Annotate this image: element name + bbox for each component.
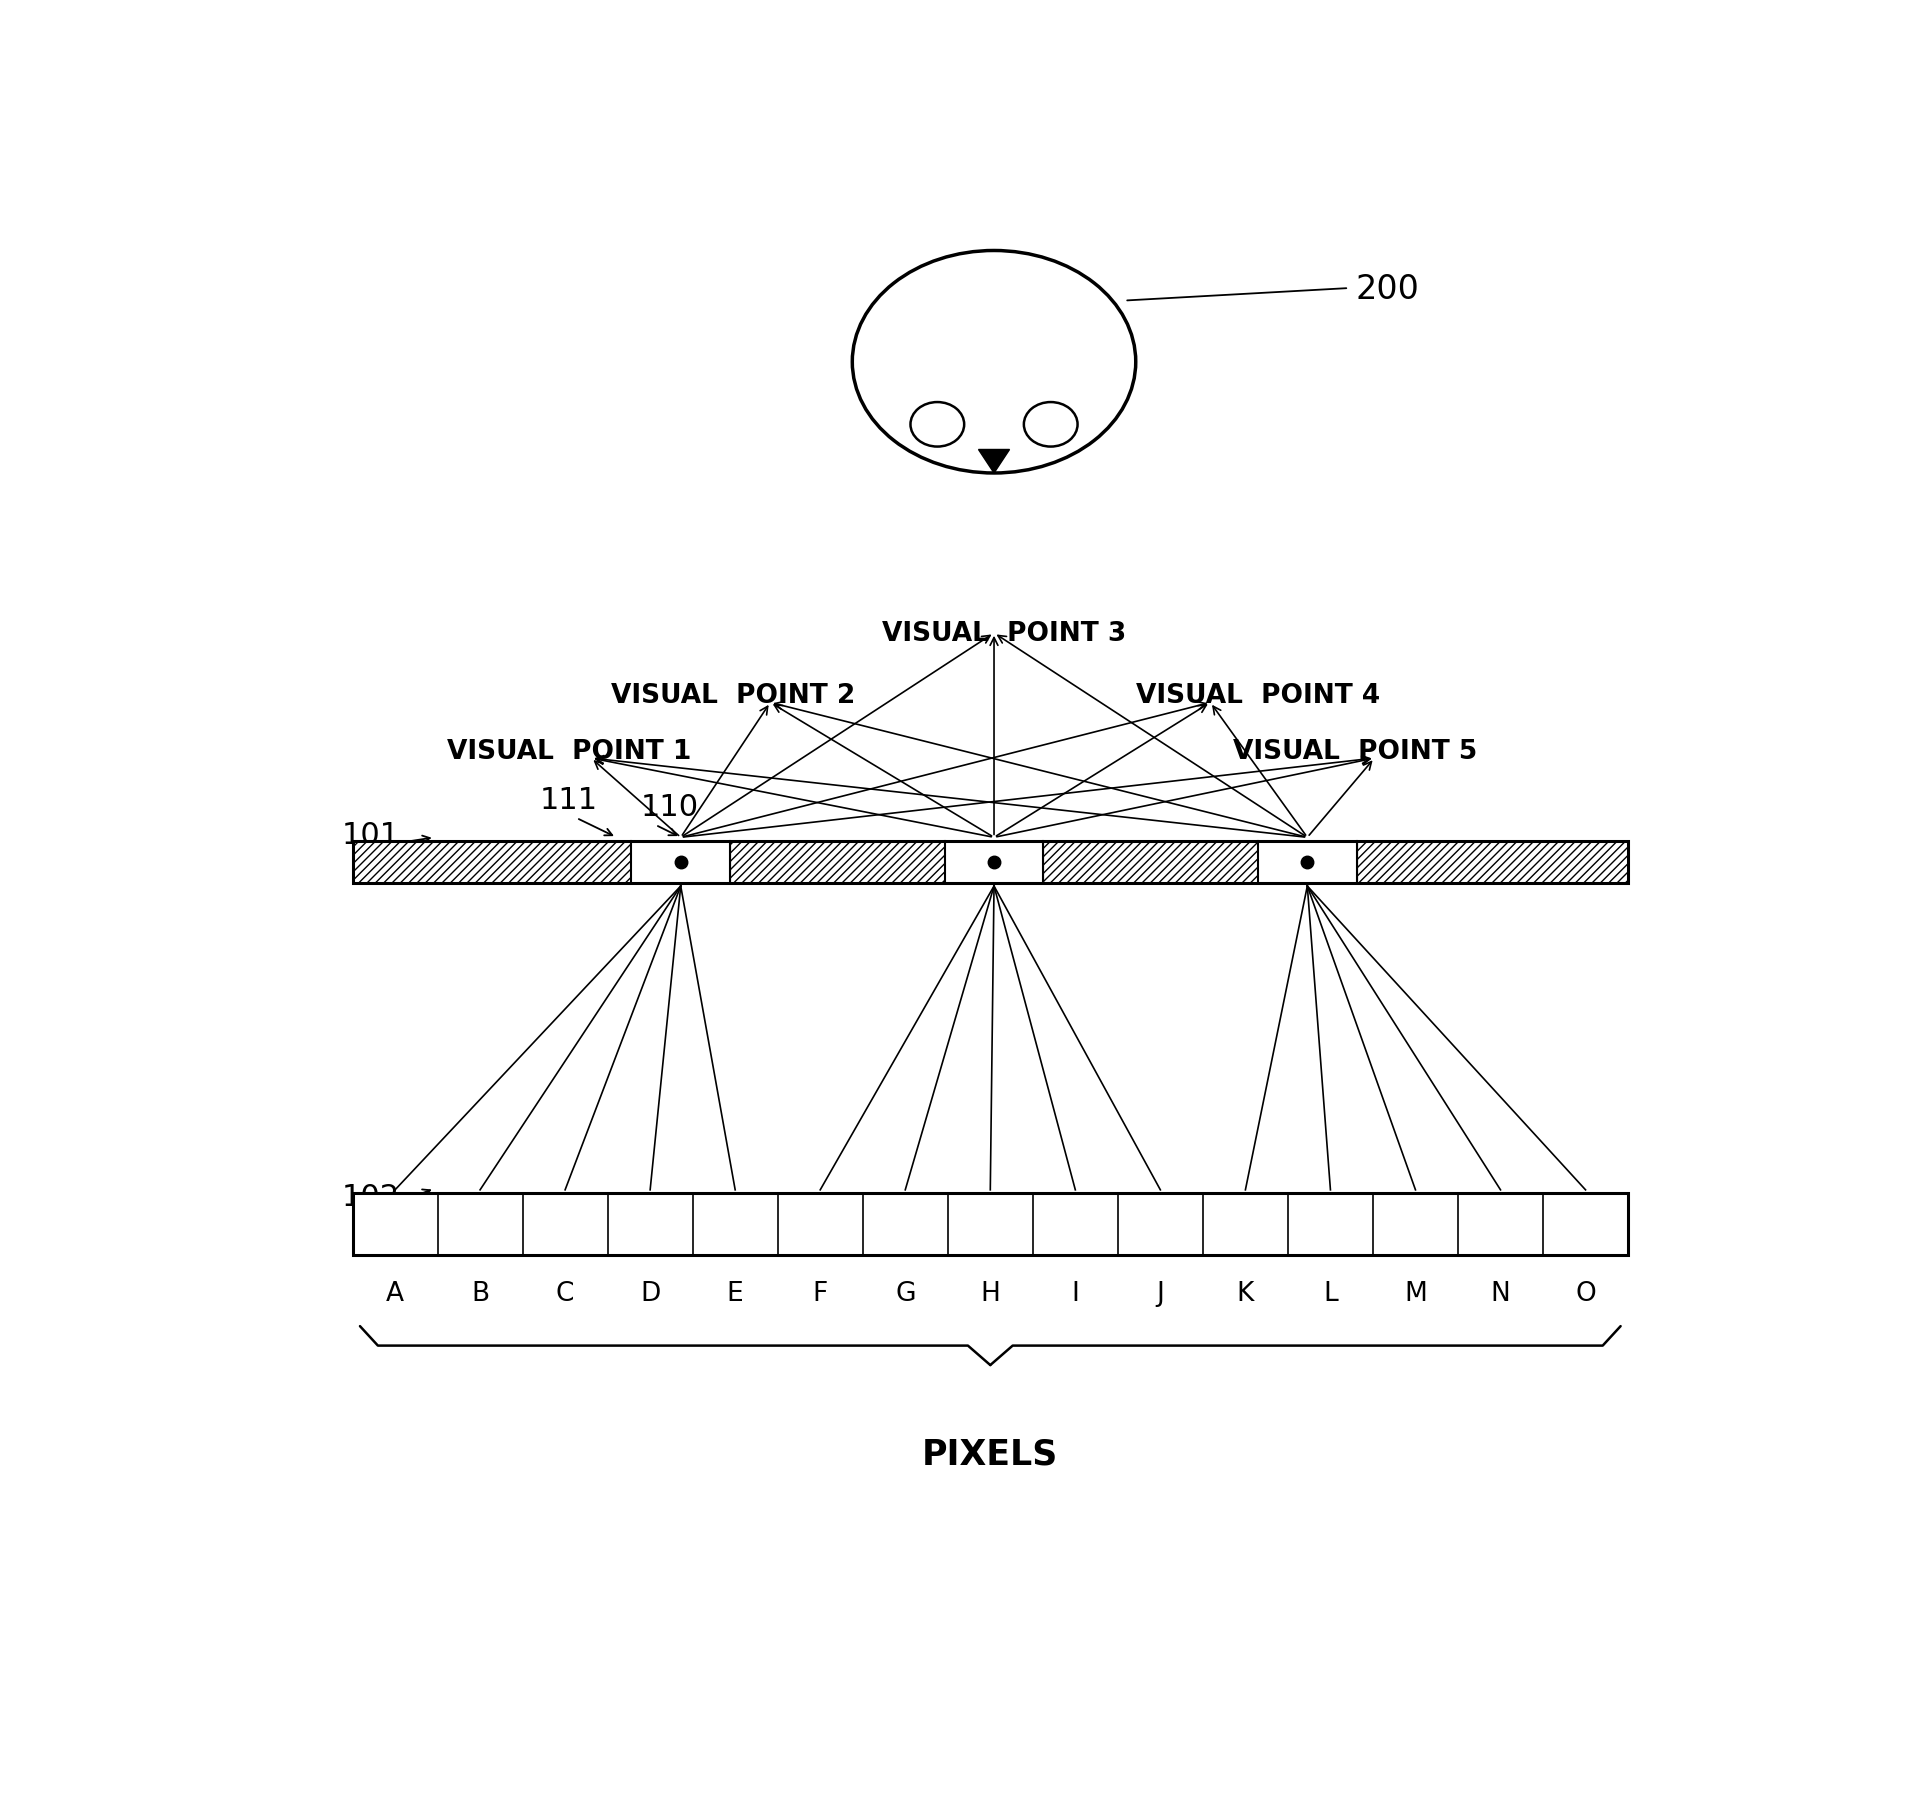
Text: B: B <box>472 1280 489 1307</box>
Text: F: F <box>812 1280 828 1307</box>
Bar <box>352 841 631 884</box>
Text: 200: 200 <box>1355 273 1419 305</box>
Text: 102: 102 <box>343 1182 400 1211</box>
Bar <box>631 841 730 884</box>
Bar <box>1357 841 1629 884</box>
Text: VISUAL  POINT 2: VISUAL POINT 2 <box>610 682 855 709</box>
Text: H: H <box>980 1280 1001 1307</box>
Text: PIXELS: PIXELS <box>922 1437 1059 1471</box>
Bar <box>1259 841 1357 884</box>
Text: 101: 101 <box>343 821 400 850</box>
Text: D: D <box>639 1280 660 1307</box>
Text: O: O <box>1575 1280 1596 1307</box>
Text: 110: 110 <box>641 792 699 821</box>
Text: A: A <box>387 1280 404 1307</box>
Polygon shape <box>978 449 1009 473</box>
Text: L: L <box>1322 1280 1338 1307</box>
Bar <box>945 841 1043 884</box>
Bar <box>352 841 1629 884</box>
Bar <box>352 1193 1629 1256</box>
Text: I: I <box>1072 1280 1080 1307</box>
Text: M: M <box>1403 1280 1426 1307</box>
Text: VISUAL  POINT 5: VISUAL POINT 5 <box>1232 738 1476 765</box>
Text: C: C <box>556 1280 574 1307</box>
Text: J: J <box>1157 1280 1165 1307</box>
Text: VISUAL  POINT 4: VISUAL POINT 4 <box>1136 682 1380 709</box>
Text: K: K <box>1236 1280 1253 1307</box>
Text: E: E <box>728 1280 743 1307</box>
Text: G: G <box>895 1280 916 1307</box>
Bar <box>1043 841 1259 884</box>
Text: VISUAL  POINT 3: VISUAL POINT 3 <box>882 621 1126 646</box>
Bar <box>730 841 945 884</box>
Text: 111: 111 <box>539 785 599 814</box>
Text: N: N <box>1490 1280 1511 1307</box>
Text: VISUAL  POINT 1: VISUAL POINT 1 <box>447 738 691 765</box>
